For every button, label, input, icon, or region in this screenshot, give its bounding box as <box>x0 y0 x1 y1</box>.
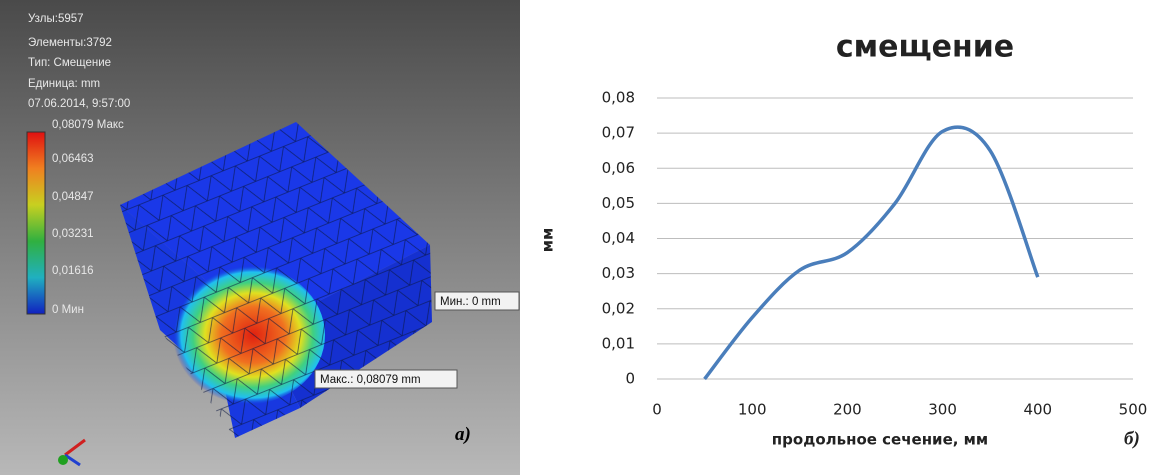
chart: смещение мм продольное сечение, мм б) 00… <box>539 30 1148 450</box>
x-tick-label: 0 <box>652 401 662 419</box>
y-tick-label: 0,08 <box>602 89 635 107</box>
info-text: Узлы:5957 <box>28 13 84 25</box>
info-text: Элементы:3792 <box>28 37 112 49</box>
scale-label: 0,04847 <box>52 191 94 203</box>
min-callout: Мин.: 0 mm <box>440 296 501 308</box>
y-tick-label: 0,07 <box>602 124 635 142</box>
chart-title: смещение <box>836 30 1014 65</box>
info-text: Тип: Смещение <box>28 57 111 69</box>
y-tick-label: 0,02 <box>602 299 635 317</box>
x-axis-label: продольное сечение, мм <box>772 431 988 449</box>
y-tick-label: 0,01 <box>602 334 635 352</box>
figure: Узлы:5957 Элементы:3792 Тип: Смещение Ед… <box>0 0 1153 475</box>
scale-label: 0,08079 Макс <box>52 119 124 131</box>
panel-label: б) <box>1124 428 1140 449</box>
x-tick-label: 400 <box>1023 401 1052 419</box>
scale-label: 0,01616 <box>52 265 94 277</box>
max-callout: Макс.: 0,08079 mm <box>320 374 421 386</box>
data-line <box>705 127 1038 379</box>
y-axis-label: мм <box>539 228 557 253</box>
fea-panel: Узлы:5957 Элементы:3792 Тип: Смещение Ед… <box>0 0 520 475</box>
y-tick-label: 0,06 <box>602 159 635 177</box>
y-tick-label: 0,05 <box>602 194 635 212</box>
info-text: 07.06.2014, 9:57:00 <box>28 98 130 110</box>
color-scale <box>27 132 45 314</box>
x-tick-label: 500 <box>1119 401 1148 419</box>
info-text: Единица: mm <box>28 78 100 90</box>
scale-label: 0,03231 <box>52 228 94 240</box>
y-tick-label: 0 <box>625 370 635 388</box>
y-tick-label: 0,04 <box>602 229 635 247</box>
x-tick-label: 200 <box>833 401 862 419</box>
scale-label: 0 Мин <box>52 304 84 316</box>
scale-label: 0,06463 <box>52 153 94 165</box>
y-tick-label: 0,03 <box>602 264 635 282</box>
x-tick-label: 100 <box>738 401 767 419</box>
x-tick-label: 300 <box>928 401 957 419</box>
panel-label: а) <box>455 424 471 445</box>
